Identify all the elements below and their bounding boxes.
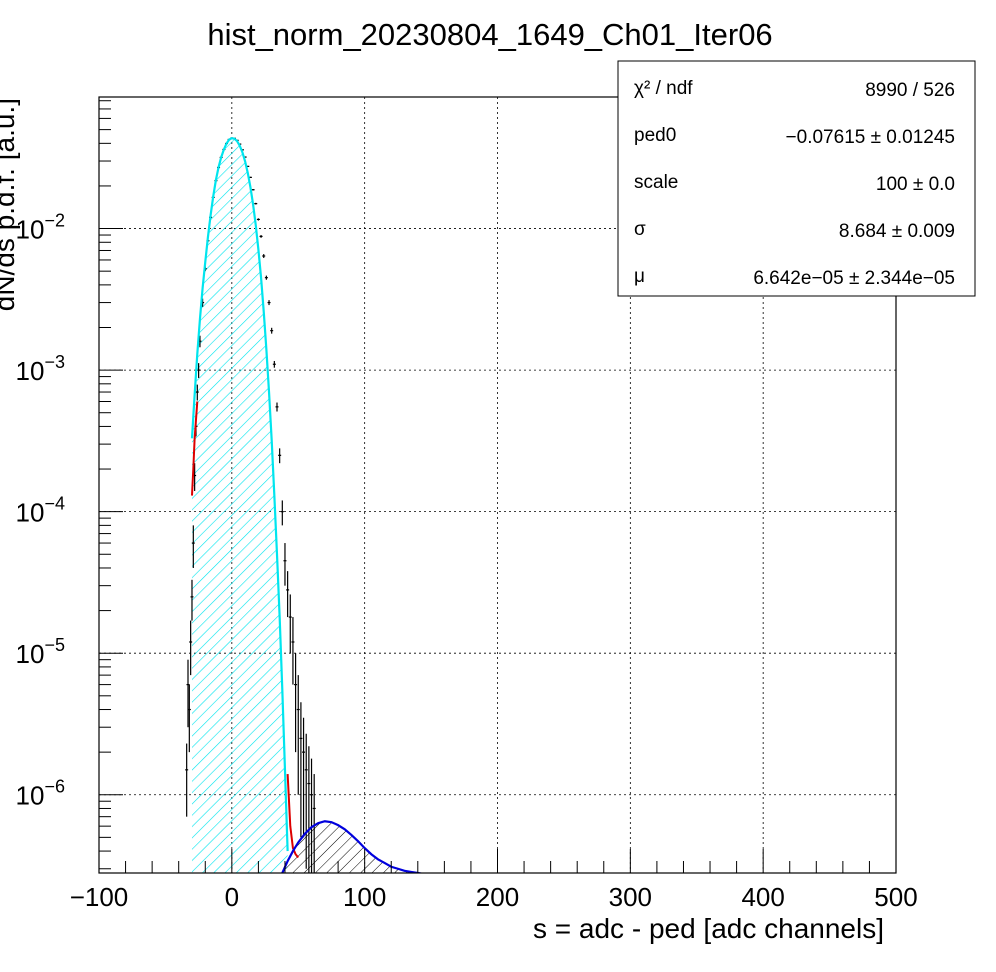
x-axis-title: s = adc - ped [adc channels]	[533, 913, 884, 944]
total-fit-right-curve	[286, 774, 300, 859]
stats-value: 100 ± 0.0	[876, 174, 955, 195]
spe-fit-curve	[281, 820, 425, 873]
stats-label: χ² / ndf	[634, 78, 693, 99]
x-tick-label: 100	[343, 882, 386, 912]
pedestal-fit-curve	[190, 137, 289, 852]
x-tick-label: 500	[874, 882, 917, 912]
spe-hatched-fill	[282, 821, 432, 873]
y-tick-label: 10−2	[16, 211, 65, 245]
stats-value: −0.07615 ± 0.01245	[786, 127, 955, 148]
stats-value: 8.684 ± 0.009	[839, 221, 955, 242]
x-tick-label: −100	[70, 882, 129, 912]
axes: −100 0 100 200 300 400 500 10−6 10−5 10−4 10−3 10−2	[16, 100, 918, 912]
stats-label: σ	[634, 219, 646, 240]
x-tick-label: 300	[609, 882, 652, 912]
stats-label: scale	[634, 172, 678, 193]
stats-label: ped0	[634, 125, 676, 146]
y-tick-label: 10−3	[16, 352, 65, 386]
stats-value: 8990 / 526	[865, 80, 955, 101]
x-tick-label: 200	[476, 882, 519, 912]
stats-box-frame	[617, 60, 976, 297]
stats-value: 6.642e−05 ± 2.344e−05	[753, 268, 955, 289]
stats-rows: χ² / ndf 8990 / 526 ped0 −0.07615 ± 0.01245…	[634, 78, 955, 289]
y-tick-label: 10−5	[16, 635, 65, 669]
x-tick-label: 0	[225, 882, 239, 912]
stats-box: χ² / ndf 8990 / 526 ped0 −0.07615 ± 0.01245…	[617, 60, 976, 297]
chart-title: hist_norm_20230804_1649_Ch01_Iter06	[207, 17, 772, 52]
y-axis-title: dN/ds p.d.f. [a.u.]	[0, 98, 20, 311]
total-fit-left-curve	[190, 401, 199, 496]
plot-area	[185, 137, 432, 873]
stats-label: μ	[634, 266, 645, 287]
x-tick-label: 400	[741, 882, 784, 912]
y-tick-label: 10−4	[16, 494, 65, 528]
y-tick-label: 10−6	[16, 777, 65, 811]
